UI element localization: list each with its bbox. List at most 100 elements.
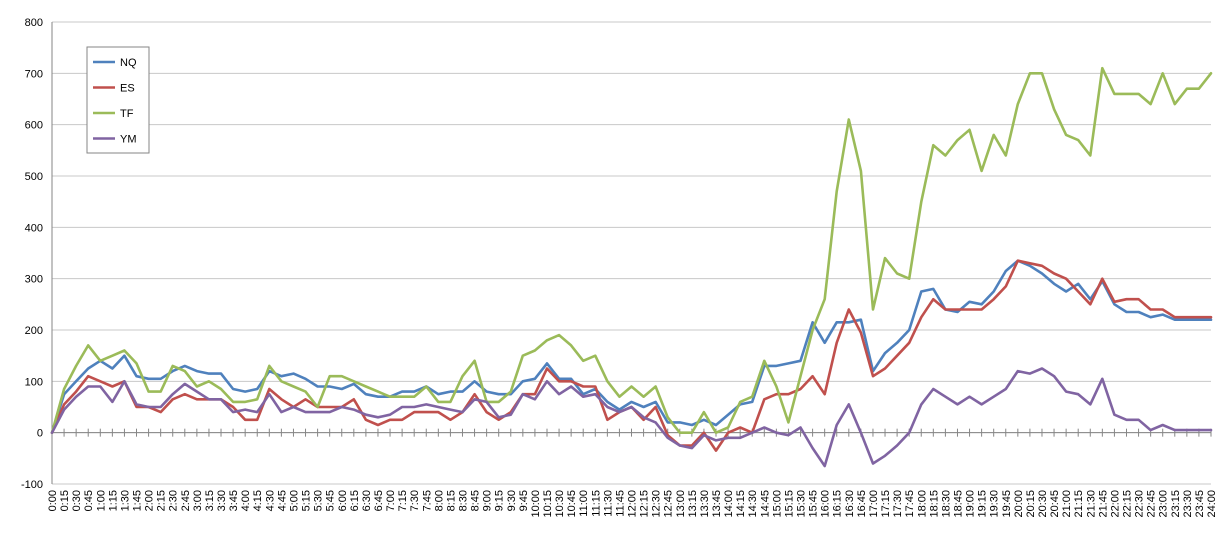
x-tick-label: 20:15 <box>1025 490 1037 518</box>
x-tick-label: 11:30 <box>602 490 614 517</box>
legend-label-ym: YM <box>120 134 137 146</box>
series-lines <box>50 66 1213 468</box>
x-tick-label: 2:45 <box>180 490 192 511</box>
x-tick-label: 24:00 <box>1206 490 1218 518</box>
x-tick-label: 8:15 <box>445 490 457 511</box>
axes: -100 0 100 200 300 400 500 600 700 800 0:00 0:15 0:3… <box>21 17 1218 518</box>
x-tick-label: 11:15 <box>590 490 602 517</box>
x-tick-label: 1:00 <box>95 490 107 511</box>
x-tick-label: 2:00 <box>144 490 156 511</box>
x-tick-label: 6:45 <box>373 490 385 511</box>
x-tick-label: 3:45 <box>228 490 240 511</box>
x-tick-label: 18:30 <box>940 490 952 518</box>
x-tick-label: 15:15 <box>783 490 795 518</box>
x-tick-label: 0:30 <box>71 490 83 511</box>
x-tick-label: 19:30 <box>989 490 1001 518</box>
x-tick-label: 22:45 <box>1146 490 1158 518</box>
series-line-es <box>50 259 1213 452</box>
x-tick-label: 14:00 <box>723 490 735 518</box>
x-tick-label: 23:15 <box>1170 490 1182 518</box>
x-tick-label: 10:45 <box>566 490 578 518</box>
x-tick-label: 16:15 <box>832 490 844 518</box>
x-tick-label: 9:45 <box>518 490 530 511</box>
x-tick-label: 2:15 <box>156 490 168 511</box>
x-tick-label: 12:00 <box>627 490 639 518</box>
x-tick-label: 23:00 <box>1158 490 1170 518</box>
y-tick-label: 300 <box>25 274 43 286</box>
x-tick-label: 0:15 <box>59 490 71 511</box>
x-tick-label: 6:15 <box>349 490 361 511</box>
x-tick-label: 12:45 <box>663 490 675 518</box>
x-tick-label: 21:15 <box>1073 490 1085 518</box>
x-tick-label: 12:30 <box>651 490 663 518</box>
x-tick-label: 22:00 <box>1109 490 1121 518</box>
x-tick-label: 2:30 <box>168 490 180 511</box>
x-tick-label: 6:30 <box>361 490 373 511</box>
x-tick-label: 4:15 <box>252 490 264 511</box>
x-tick-label: 21:00 <box>1061 490 1073 518</box>
x-tick-label: 14:15 <box>735 490 747 518</box>
x-tick-label: 19:00 <box>965 490 977 518</box>
x-tick-label: 11:00 <box>578 490 590 517</box>
x-tick-label: 20:00 <box>1013 490 1025 518</box>
x-tick-label: 19:45 <box>1001 490 1013 518</box>
series-line-tf <box>50 66 1213 435</box>
x-tick-label: 16:30 <box>844 490 856 518</box>
x-tick-label: 10:00 <box>530 490 542 518</box>
x-tick-label: 11:45 <box>614 490 626 517</box>
x-tick-label: 13:45 <box>711 490 723 518</box>
legend-label-nq: NQ <box>120 57 137 69</box>
x-tick-label: 1:15 <box>107 490 119 511</box>
legend-box <box>86 46 150 154</box>
x-tick-label: 20:30 <box>1037 490 1049 518</box>
x-tick-label: 21:30 <box>1085 490 1097 518</box>
x-tick-label: 21:45 <box>1097 490 1109 518</box>
x-tick-label: 3:15 <box>204 490 216 511</box>
x-tick-label: 22:30 <box>1134 490 1146 518</box>
x-tick-label: 17:15 <box>880 490 892 518</box>
series-line-ym <box>50 367 1213 468</box>
x-tick-label: 9:30 <box>506 490 518 511</box>
x-tick-label: 9:00 <box>482 490 494 511</box>
y-tick-label: 700 <box>25 68 43 80</box>
x-tick-label: 10:15 <box>542 490 554 518</box>
x-tick-label: 8:45 <box>470 490 482 511</box>
x-tick-label: 0:45 <box>83 490 95 511</box>
x-tick-label: 14:45 <box>759 490 771 518</box>
legend-label-tf: TF <box>120 108 134 120</box>
x-tick-label: 13:00 <box>675 490 687 518</box>
x-tick-label: 23:30 <box>1182 490 1194 518</box>
x-tick-label: 13:15 <box>687 490 699 518</box>
x-tick-label: 14:30 <box>747 490 759 518</box>
x-tick-label: 17:00 <box>868 490 880 518</box>
x-tick-label: 8:00 <box>433 490 445 511</box>
x-tick-label: 13:30 <box>699 490 711 518</box>
x-tick-label: 12:15 <box>639 490 651 518</box>
gridlines <box>52 21 1211 485</box>
x-tick-label: 6:00 <box>337 490 349 511</box>
x-tick-label: 9:15 <box>494 490 506 511</box>
x-tick-label: 18:45 <box>952 490 964 518</box>
x-tick-label: 15:00 <box>771 490 783 518</box>
x-tick-label: 8:30 <box>457 490 469 511</box>
x-tick-label: 20:45 <box>1049 490 1061 518</box>
x-tick-label: 15:30 <box>796 490 808 518</box>
legend-label-es: ES <box>120 83 135 95</box>
x-tick-label: 7:00 <box>385 490 397 511</box>
x-tick-label: 5:15 <box>301 490 313 511</box>
x-tick-label: 3:00 <box>192 490 204 511</box>
x-tick-label: 22:15 <box>1121 490 1133 518</box>
y-tick-label: 0 <box>37 428 43 440</box>
y-tick-label: 100 <box>25 376 43 388</box>
legend: NQ ES TF YM <box>86 46 150 154</box>
x-tick-label: 7:15 <box>397 490 409 511</box>
x-tick-label: 15:45 <box>808 490 820 518</box>
x-tick-label: 7:30 <box>409 490 421 511</box>
x-tick-label: 5:30 <box>313 490 325 511</box>
y-tick-label: 500 <box>25 171 43 183</box>
x-tick-label: 5:00 <box>288 490 300 511</box>
x-tick-label: 16:00 <box>820 490 832 518</box>
x-tick-label: 19:15 <box>977 490 989 518</box>
